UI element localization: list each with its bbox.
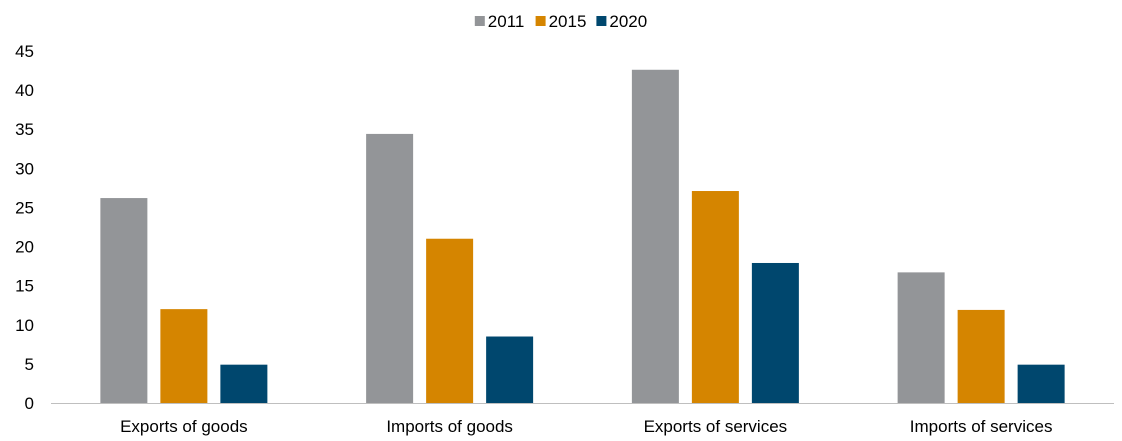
legend-swatch-2011 <box>474 16 485 26</box>
y-tick-label: 45 <box>15 42 34 61</box>
bar-2020-imports-of-goods <box>486 336 534 403</box>
legend-label-2015: 2015 <box>549 12 587 31</box>
y-tick-label: 15 <box>15 277 34 296</box>
legend-swatch-2015 <box>535 16 546 26</box>
y-tick-label: 0 <box>25 394 34 413</box>
bar-2015-exports-of-services <box>691 191 739 403</box>
legend-label-2011: 2011 <box>488 12 525 31</box>
bar-2011-exports-of-services <box>631 69 679 404</box>
y-tick-label: 40 <box>15 81 34 100</box>
y-tick-label: 10 <box>15 316 34 335</box>
x-category-label: Exports of services <box>644 417 788 436</box>
x-category-label: Imports of services <box>910 417 1053 436</box>
bar-2020-exports-of-services <box>751 262 799 403</box>
bar-2020-imports-of-services <box>1017 364 1065 403</box>
legend: 2011 2015 2020 <box>474 12 647 31</box>
y-tick-label: 20 <box>15 238 34 257</box>
bar-2011-imports-of-goods <box>366 133 414 403</box>
y-tick-label: 5 <box>25 355 34 374</box>
x-category-label: Exports of goods <box>120 417 248 436</box>
y-tick-label: 35 <box>15 120 34 139</box>
bars <box>100 69 1065 404</box>
bar-2015-exports-of-goods <box>160 309 208 403</box>
legend-label-2020: 2020 <box>609 12 647 31</box>
y-tick-label: 25 <box>15 198 34 217</box>
bar-2015-imports-of-goods <box>426 238 474 403</box>
x-axis: Exports of goods Imports of goods Exports … <box>51 403 1114 436</box>
y-axis: 0 5 10 15 20 25 30 35 40 45 <box>15 42 34 413</box>
bar-2015-imports-of-services <box>957 309 1005 403</box>
y-tick-label: 30 <box>15 159 34 178</box>
legend-swatch-2020 <box>596 16 607 26</box>
bar-2020-exports-of-goods <box>220 364 268 403</box>
bar-2011-exports-of-goods <box>100 198 148 403</box>
x-category-label: Imports of goods <box>386 417 513 436</box>
bar-2011-imports-of-services <box>897 272 945 403</box>
